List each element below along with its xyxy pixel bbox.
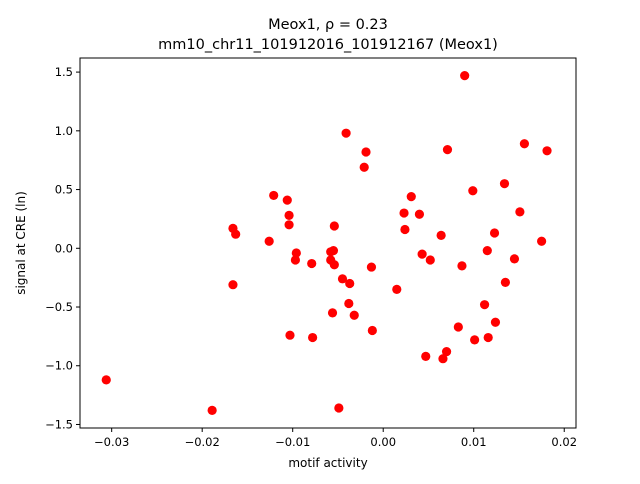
data-point bbox=[329, 221, 339, 231]
data-point bbox=[460, 71, 470, 81]
data-point bbox=[519, 139, 530, 149]
data-point bbox=[367, 325, 377, 336]
data-point bbox=[231, 229, 241, 239]
data-point bbox=[349, 310, 359, 320]
data-point bbox=[392, 284, 402, 294]
data-point bbox=[328, 246, 339, 256]
data-point bbox=[438, 354, 448, 364]
data-point bbox=[264, 236, 274, 246]
y-tick-label: −1.0 bbox=[45, 359, 73, 373]
data-point bbox=[453, 322, 463, 332]
data-point bbox=[436, 230, 446, 240]
x-tick-label: −0.03 bbox=[94, 435, 129, 449]
data-point bbox=[482, 246, 492, 256]
data-point bbox=[441, 347, 452, 357]
x-tick-label: −0.01 bbox=[275, 435, 310, 449]
y-tick-label: −0.5 bbox=[45, 300, 73, 314]
y-tick-label: 0.5 bbox=[55, 183, 73, 197]
chart-title-line2: mm10_chr11_101912016_101912167 (Meox1) bbox=[158, 37, 498, 53]
y-axis-label: signal at CRE (ln) bbox=[14, 191, 28, 295]
data-points bbox=[101, 71, 552, 415]
data-point bbox=[366, 262, 377, 272]
data-point bbox=[337, 274, 348, 284]
data-point bbox=[499, 179, 510, 189]
data-point bbox=[341, 128, 351, 138]
data-point bbox=[542, 146, 552, 156]
y-tick-label: 0.0 bbox=[55, 241, 73, 255]
y-tick-label: 1.5 bbox=[55, 65, 73, 79]
data-point bbox=[414, 209, 425, 219]
data-point bbox=[421, 351, 431, 361]
data-point bbox=[285, 330, 295, 340]
data-point bbox=[334, 403, 344, 413]
data-point bbox=[406, 192, 416, 202]
data-point bbox=[207, 405, 217, 415]
data-point bbox=[479, 300, 490, 310]
data-point bbox=[489, 228, 500, 238]
data-point bbox=[291, 248, 301, 258]
data-point bbox=[101, 375, 111, 385]
data-point bbox=[329, 260, 339, 270]
data-point bbox=[284, 210, 294, 220]
y-tick-label: −1.5 bbox=[45, 417, 73, 431]
data-point bbox=[400, 224, 410, 235]
data-point bbox=[490, 317, 501, 327]
data-point bbox=[228, 280, 238, 290]
data-point bbox=[344, 298, 354, 309]
data-point bbox=[468, 186, 478, 196]
x-tick-label: 0.00 bbox=[370, 435, 396, 449]
data-point bbox=[509, 254, 520, 264]
y-tick-label: 1.0 bbox=[55, 124, 73, 138]
y-axis-ticks: −1.5 −1.0 −0.5 0.0 0.5 1.0 1.5 bbox=[45, 65, 80, 431]
x-tick-label: 0.01 bbox=[461, 435, 487, 449]
data-point bbox=[500, 277, 511, 287]
data-point bbox=[442, 145, 453, 155]
plot-area-frame bbox=[79, 57, 577, 429]
x-axis-label: motif activity bbox=[288, 456, 367, 470]
data-point bbox=[457, 261, 467, 271]
data-point bbox=[399, 208, 409, 218]
chart-title-line1: Meox1, ρ = 0.23 bbox=[268, 17, 388, 33]
data-point bbox=[269, 190, 279, 201]
data-point bbox=[470, 335, 480, 345]
data-point bbox=[284, 220, 294, 230]
x-axis-ticks: −0.03 −0.02 −0.01 0.00 0.01 0.02 bbox=[94, 428, 577, 449]
data-point bbox=[308, 332, 318, 343]
data-point bbox=[515, 207, 525, 217]
data-point bbox=[417, 249, 427, 259]
data-point bbox=[290, 255, 301, 265]
data-point bbox=[483, 332, 493, 343]
x-tick-label: 0.02 bbox=[551, 435, 577, 449]
data-point bbox=[361, 147, 371, 157]
data-point bbox=[282, 195, 292, 205]
data-point bbox=[359, 162, 369, 172]
data-point bbox=[425, 255, 435, 265]
data-point bbox=[307, 258, 317, 269]
data-point bbox=[345, 278, 355, 289]
data-point bbox=[537, 236, 547, 246]
data-point bbox=[327, 308, 338, 318]
x-tick-label: −0.02 bbox=[185, 435, 220, 449]
